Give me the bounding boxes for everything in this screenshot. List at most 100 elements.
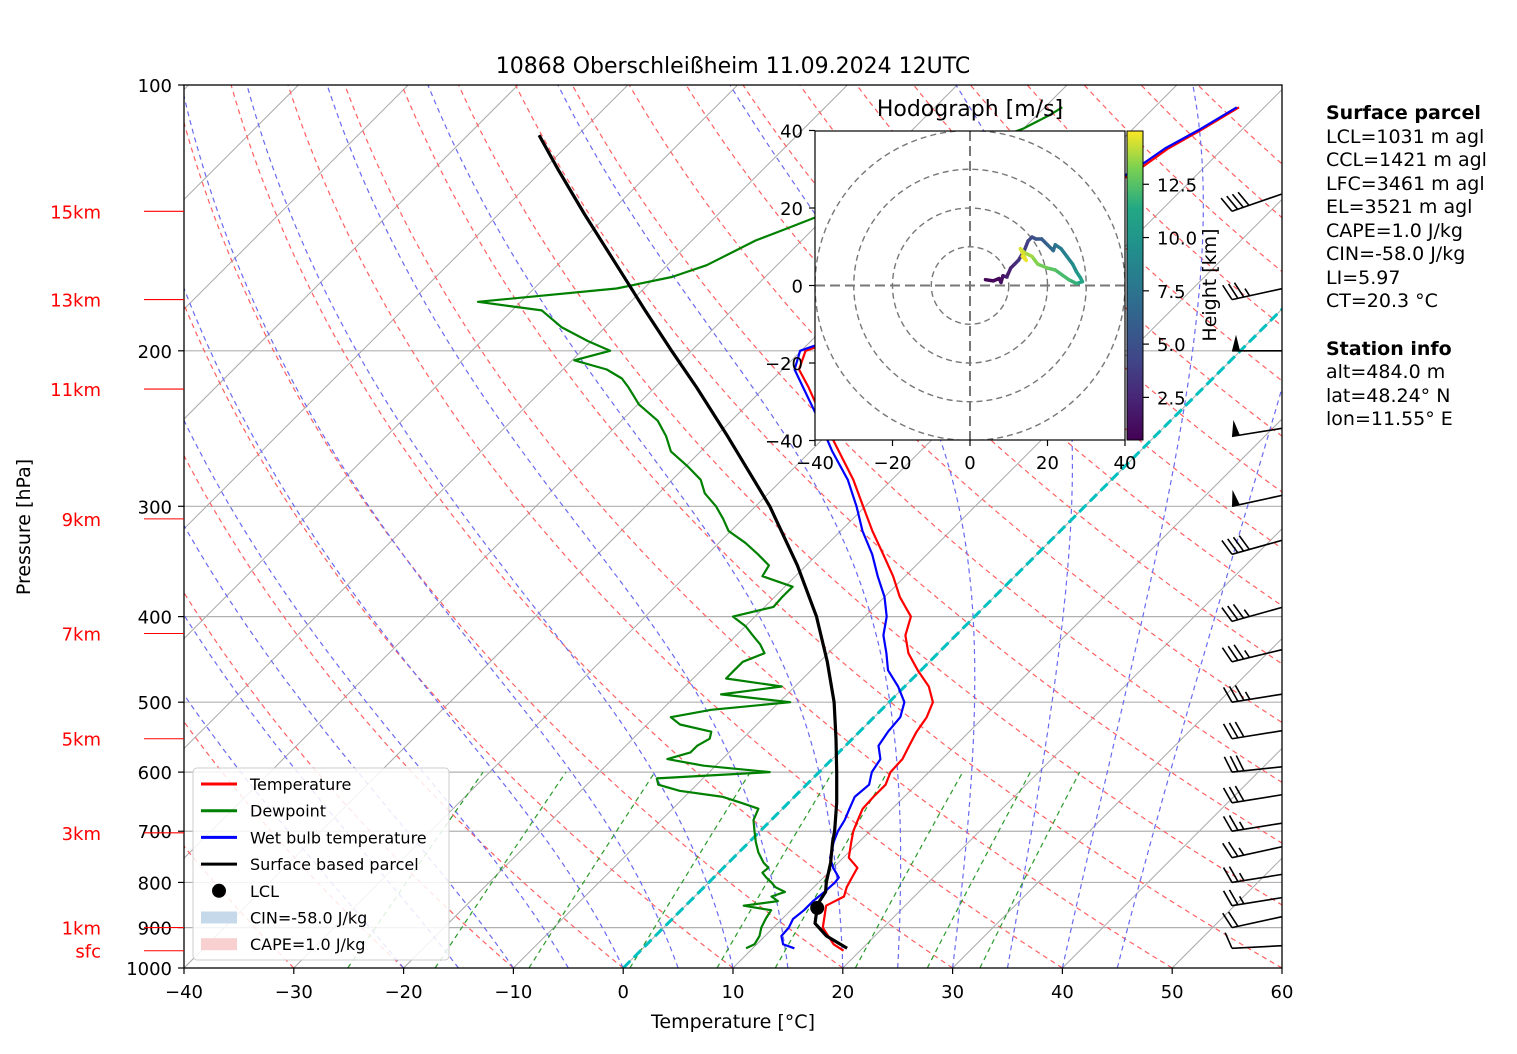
barb-full — [1227, 645, 1239, 661]
barb-staff — [1231, 193, 1283, 213]
surface-parcel-line: CIN=-58.0 J/kg — [1326, 243, 1466, 265]
wind-barb — [1222, 282, 1283, 301]
barb-full — [1228, 722, 1239, 739]
height-tick-label: 13km — [50, 291, 101, 312]
zero-isotherm-line — [622, 307, 1282, 968]
x-tick-label: 50 — [1161, 982, 1184, 1003]
legend-label: Surface based parcel — [250, 855, 419, 874]
series-dewpoint — [476, 106, 1063, 950]
height-tick-label: 11km — [50, 380, 101, 401]
legend-swatch — [201, 938, 237, 951]
barb-full — [1237, 191, 1250, 206]
barb-full — [1232, 603, 1245, 619]
wind-barbs — [1220, 191, 1283, 950]
barb-half — [1244, 650, 1251, 658]
barb-full — [1234, 721, 1245, 738]
isotherm-line — [184, 85, 848, 750]
barb-staff — [1231, 944, 1283, 950]
moist-adiabat-line — [184, 418, 569, 968]
barb-flag — [1232, 334, 1240, 351]
hodograph-plot — [815, 131, 1125, 440]
y-tick-label: 200 — [138, 342, 172, 363]
isotherm-line — [732, 418, 1282, 968]
isotherm-line — [184, 85, 629, 530]
barb-full — [1229, 755, 1239, 772]
hodograph-x-tick-label: −20 — [874, 453, 912, 474]
legend-label: Temperature — [249, 775, 351, 794]
y-axis-label: Pressure [hPa] — [13, 459, 35, 595]
barb-full — [1222, 867, 1233, 883]
barb-full — [1222, 787, 1233, 804]
barb-full — [1222, 284, 1233, 301]
hodograph-y-tick-label: 0 — [792, 277, 803, 298]
barb-full — [1220, 197, 1233, 212]
wind-barb — [1221, 644, 1283, 663]
wind-barb — [1222, 866, 1283, 884]
barb-full — [1232, 536, 1245, 552]
moist-adiabat-line — [184, 93, 679, 968]
hodograph-colorbar: 2.5 5.0 7.5 10.0 12.5 — [1126, 130, 1197, 441]
lcl-marker — [810, 900, 825, 915]
hodograph-ring — [930, 246, 1010, 325]
legend-label: LCL — [250, 882, 279, 901]
barb-full — [1228, 889, 1239, 906]
y-tick-label: 500 — [138, 693, 172, 714]
wind-barb — [1231, 419, 1283, 438]
surface-parcel-line: EL=3521 m agl — [1326, 196, 1473, 218]
height-tick-label: sfc — [75, 942, 101, 963]
wind-barb — [1221, 535, 1283, 556]
mixing-ratio-line — [716, 771, 834, 968]
x-tick-label: 60 — [1271, 982, 1294, 1003]
barb-half — [1244, 288, 1251, 297]
legend-swatch — [212, 883, 226, 898]
y-tick-label: 100 — [138, 76, 172, 97]
hodograph-x-tick-label: 20 — [1036, 453, 1059, 474]
profile-lines — [476, 106, 1240, 952]
barb-full — [1231, 193, 1244, 208]
isotherm-line — [1062, 747, 1282, 968]
moist-adiabat-line — [1116, 385, 1282, 968]
station-info-line: lon=11.55° E — [1326, 408, 1453, 430]
mixing-ratio-line — [854, 771, 964, 968]
height-tick-label: 15km — [50, 202, 101, 223]
barb-full — [1226, 195, 1239, 210]
barb-staff — [1231, 845, 1283, 859]
barb-staff — [1231, 427, 1283, 438]
x-tick-label: 0 — [617, 982, 628, 1003]
y-tick-label: 800 — [138, 873, 172, 894]
barb-half — [1238, 895, 1245, 905]
barb-full — [1221, 540, 1233, 555]
barb-full — [1228, 685, 1239, 702]
barb-staff — [1231, 693, 1283, 703]
dry-adiabat-line — [184, 120, 844, 968]
colorbar-tick-label: 2.5 — [1157, 388, 1186, 409]
barb-full — [1221, 647, 1233, 663]
surface-parcel-line: LCL=1031 m agl — [1326, 125, 1485, 148]
x-tick-label: −20 — [385, 982, 423, 1003]
barb-flag — [1232, 419, 1240, 437]
barb-full — [1234, 785, 1245, 802]
legend-label: Wet bulb temperature — [250, 828, 427, 847]
wind-barb — [1221, 603, 1283, 623]
surface-parcel-line: CT=20.3 °C — [1326, 290, 1438, 312]
height-tick-label: 1km — [62, 919, 101, 940]
y-tick-label: 300 — [138, 497, 172, 518]
barb-staff — [1231, 648, 1283, 663]
barb-full — [1228, 786, 1239, 803]
barb-staff — [1231, 915, 1283, 929]
barb-full — [1222, 686, 1233, 703]
x-tick-label: 20 — [831, 982, 854, 1003]
dry-adiabat-line — [1083, 85, 1282, 273]
hodograph-y-tick-label: −40 — [765, 432, 803, 453]
height-tick-label: 9km — [62, 510, 101, 531]
hodograph-x-tick-label: 0 — [964, 453, 975, 474]
barb-staff — [1231, 606, 1283, 623]
surface-parcel-line: CAPE=1.0 J/kg — [1326, 219, 1463, 242]
barb-full — [1227, 605, 1239, 621]
height-tick-label: 3km — [62, 824, 101, 845]
moist-adiabat-line — [557, 85, 902, 968]
x-tick-label: −30 — [275, 982, 313, 1003]
info-spacer — [1326, 314, 1487, 338]
barb-half — [1238, 847, 1245, 856]
barb-half — [1243, 609, 1250, 618]
